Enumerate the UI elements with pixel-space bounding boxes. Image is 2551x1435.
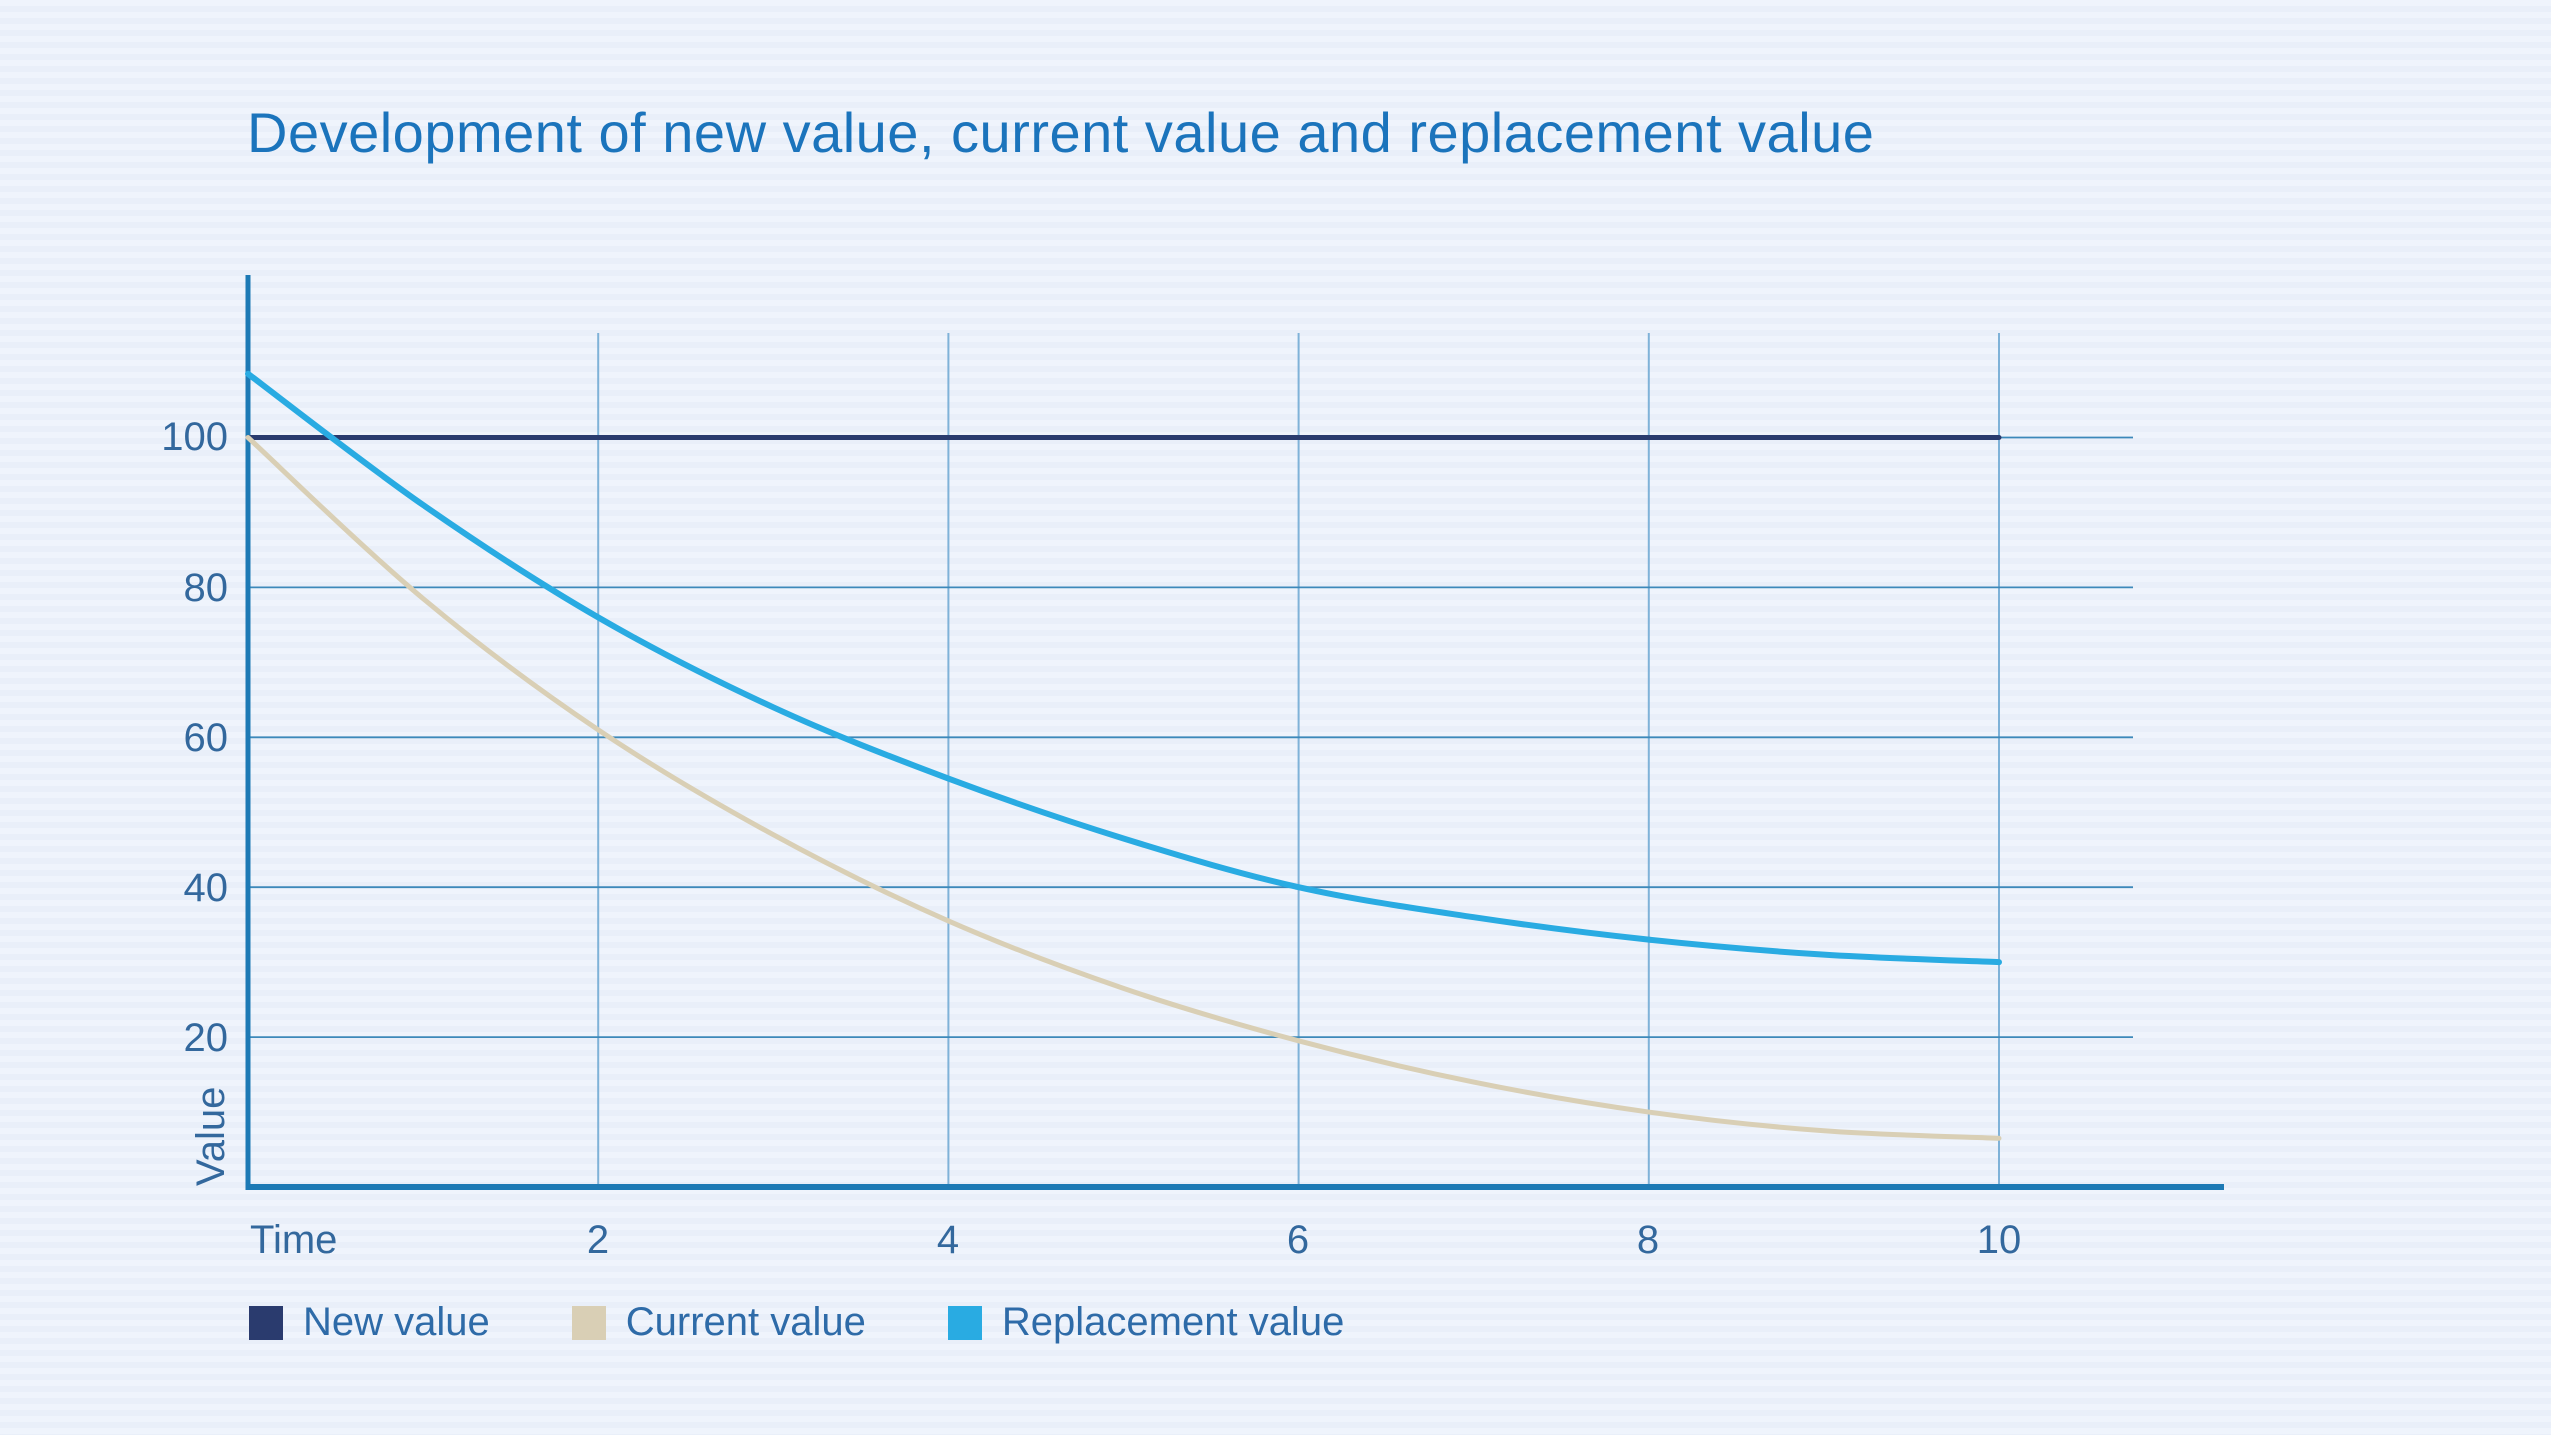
replacement-value-swatch-icon xyxy=(947,1305,982,1340)
y-tick-label-60: 60 xyxy=(184,716,229,760)
y-tick-label-80: 80 xyxy=(184,566,229,610)
x-tick-label-10: 10 xyxy=(1977,1218,2022,1262)
new-value-swatch-icon xyxy=(249,1305,283,1340)
y-tick-label-20: 20 xyxy=(184,1016,229,1060)
legend-item-current-value: Current value xyxy=(571,1300,866,1345)
series-line-current-value xyxy=(245,435,2002,1141)
x-tick-label-2: 2 xyxy=(587,1218,609,1262)
x-tick-label-4: 4 xyxy=(937,1218,959,1262)
legend-item-new-value: New value xyxy=(249,1300,490,1345)
current-value-swatch-icon xyxy=(571,1305,606,1340)
legend-label-current-value: Current value xyxy=(625,1300,866,1344)
legend: New value Current value Replacement valu… xyxy=(249,1300,1344,1345)
y-tick-label-40: 40 xyxy=(184,866,229,910)
chart-title: Development of new value, current value … xyxy=(247,101,1875,164)
gridlines xyxy=(248,333,2133,1187)
x-tick-label-6: 6 xyxy=(1287,1218,1309,1262)
y-tick-label-100: 100 xyxy=(161,415,228,459)
axes xyxy=(245,275,2224,1190)
series-lines xyxy=(245,370,2002,1141)
legend-label-new-value: New value xyxy=(303,1300,490,1344)
series-line-replacement-value xyxy=(245,370,2002,966)
y-axis-title: Value xyxy=(189,1087,233,1186)
legend-label-replacement-value: Replacement value xyxy=(1001,1300,1345,1344)
legend-item-replacement-value: Replacement value xyxy=(947,1300,1345,1345)
x-axis-title: Time xyxy=(250,1218,337,1262)
axis-labels: 100 80 60 40 20 2 4 6 8 10 Time Value xyxy=(161,415,2021,1262)
x-tick-label-8: 8 xyxy=(1637,1218,1659,1262)
